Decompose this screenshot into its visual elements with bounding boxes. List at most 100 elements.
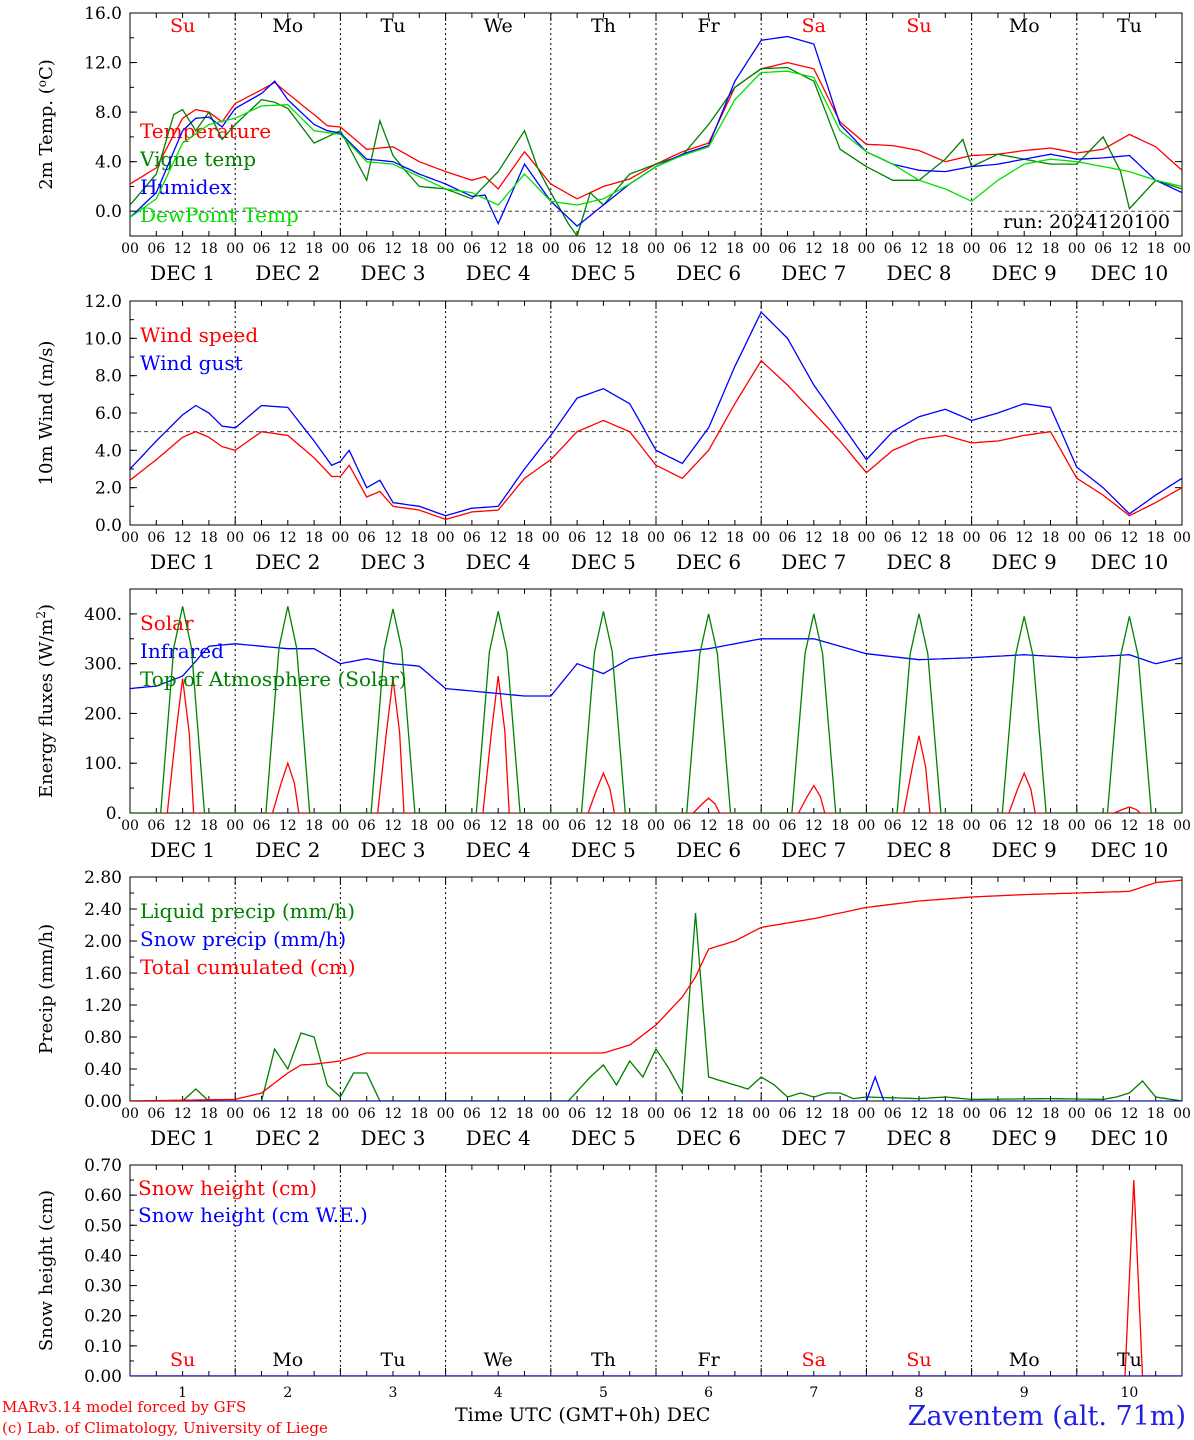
x-hour-label: 18: [831, 1106, 849, 1122]
y-tick-label: 2.80: [84, 868, 122, 888]
x-hour-label: 18: [621, 818, 639, 834]
x-hour-label: 18: [621, 1106, 639, 1122]
x-hour-label: 18: [305, 1106, 323, 1122]
x-hour-label: 06: [358, 530, 376, 546]
x-hour-label: 12: [384, 1106, 402, 1122]
day-name-label: Tu: [1117, 15, 1142, 37]
x-hour-label: 12: [910, 1106, 928, 1122]
x-hour-label: 12: [489, 1106, 507, 1122]
x-hour-label: 18: [305, 241, 323, 257]
station-name: Zaventem (alt. 71m): [907, 1401, 1186, 1432]
x-hour-label: 18: [831, 241, 849, 257]
x-hour-label: 18: [410, 818, 428, 834]
x-hour-label: 00: [752, 530, 770, 546]
x-hour-label: 12: [1015, 1106, 1033, 1122]
series-line: [130, 879, 1182, 1101]
x-hour-label: 18: [305, 818, 323, 834]
x-day-number: 7: [809, 1385, 818, 1401]
model-credit-line: MARv3.14 model forced by GFS: [2, 1398, 247, 1416]
day-name-label: Mo: [1009, 1349, 1040, 1371]
run-label: run: 2024120100: [1003, 211, 1170, 233]
day-name-label: Fr: [697, 1349, 720, 1371]
x-hour-label: 18: [1147, 241, 1165, 257]
x-hour-label: 18: [200, 1106, 218, 1122]
legend-entry: Snow height (cm W.E.): [138, 1203, 368, 1227]
x-hour-label: 00: [226, 818, 244, 834]
day-name-label: Th: [591, 15, 616, 37]
x-hour-label: 18: [516, 530, 534, 546]
x-date-label: DEC 9: [992, 550, 1057, 574]
x-hour-label: 06: [884, 530, 902, 546]
x-hour-label: 18: [516, 241, 534, 257]
x-hour-label: 06: [253, 530, 271, 546]
x-hour-label: 06: [779, 241, 797, 257]
day-name-label: Sa: [802, 1349, 826, 1371]
x-hour-label: 18: [305, 530, 323, 546]
x-date-label: DEC 5: [571, 838, 636, 862]
x-axis-caption: Time UTC (GMT+0h) DEC: [455, 1404, 711, 1426]
x-day-number: 4: [494, 1385, 503, 1401]
x-date-label: DEC 6: [676, 261, 741, 285]
x-hour-label: 12: [805, 241, 823, 257]
x-date-label: DEC 1: [150, 838, 215, 862]
x-hour-label: 12: [910, 530, 928, 546]
y-tick-label: 0.0: [95, 202, 122, 222]
x-hour-label: 12: [594, 241, 612, 257]
x-hour-label: 06: [989, 241, 1007, 257]
x-day-number: 3: [389, 1385, 398, 1401]
x-hour-label: 00: [857, 1106, 875, 1122]
x-hour-label: 00: [1173, 241, 1191, 257]
x-hour-label: 12: [489, 241, 507, 257]
x-hour-label: 00: [1068, 241, 1086, 257]
day-name-label: Sa: [802, 15, 826, 37]
x-hour-label: 12: [1015, 818, 1033, 834]
x-hour-label: 06: [779, 818, 797, 834]
x-date-label: DEC 1: [150, 261, 215, 285]
x-hour-label: 06: [568, 1106, 586, 1122]
series-line: [130, 912, 1182, 1101]
x-hour-label: 06: [989, 1106, 1007, 1122]
x-date-label: DEC 2: [255, 838, 320, 862]
x-hour-label: 12: [805, 818, 823, 834]
x-date-label: DEC 4: [466, 550, 531, 574]
x-hour-label: 00: [1068, 530, 1086, 546]
y-tick-label: 0.60: [84, 1186, 122, 1206]
x-hour-label: 00: [437, 818, 455, 834]
y-tick-label: 2.0: [95, 479, 122, 499]
x-date-label: DEC 5: [571, 1126, 636, 1150]
x-date-label: DEC 3: [360, 550, 425, 574]
y-tick-label: 0.00: [84, 1092, 122, 1112]
y-tick-label: 0.10: [84, 1337, 122, 1357]
y-tick-label: 0.80: [84, 1028, 122, 1048]
x-date-label: DEC 10: [1091, 1126, 1169, 1150]
day-name-label: Th: [591, 1349, 616, 1371]
x-hour-label: 00: [963, 530, 981, 546]
legend-entry: Humidex: [140, 175, 232, 199]
x-hour-label: 12: [805, 530, 823, 546]
day-name-label: Su: [906, 1349, 931, 1371]
x-hour-label: 12: [489, 818, 507, 834]
x-day-number: 1: [178, 1385, 187, 1401]
x-hour-label: 00: [226, 241, 244, 257]
x-hour-label: 06: [463, 530, 481, 546]
x-hour-label: 06: [1094, 241, 1112, 257]
x-hour-label: 00: [963, 1106, 981, 1122]
x-hour-label: 00: [542, 1106, 560, 1122]
x-hour-label: 00: [963, 241, 981, 257]
x-hour-label: 18: [1147, 530, 1165, 546]
x-hour-label: 12: [1120, 530, 1138, 546]
x-hour-label: 12: [174, 530, 192, 546]
y-tick-label: 10.0: [84, 329, 122, 349]
x-hour-label: 12: [805, 1106, 823, 1122]
y-axis-title: Precip (mm/h): [36, 924, 57, 1054]
y-tick-label: 4.0: [95, 441, 122, 461]
x-hour-label: 06: [463, 241, 481, 257]
x-hour-label: 00: [542, 818, 560, 834]
legend-entry: Snow precip (mm/h): [140, 927, 346, 951]
y-tick-label: 2.40: [84, 900, 122, 920]
y-tick-label: 0.40: [84, 1060, 122, 1080]
x-hour-label: 06: [568, 241, 586, 257]
x-hour-label: 12: [174, 241, 192, 257]
day-name-label: Mo: [1009, 15, 1040, 37]
x-hour-label: 06: [253, 818, 271, 834]
